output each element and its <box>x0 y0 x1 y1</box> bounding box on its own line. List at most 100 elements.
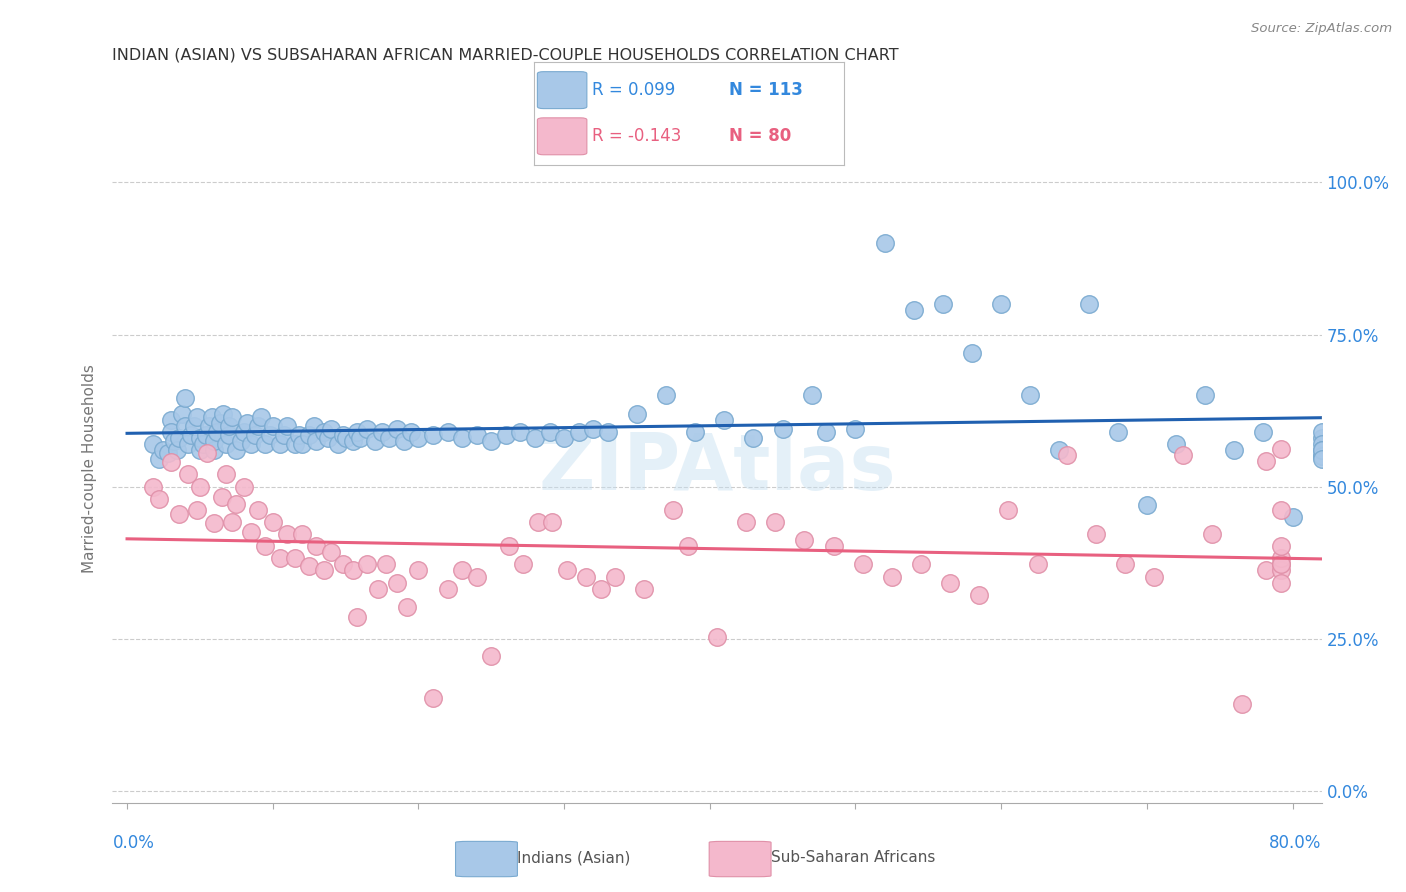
Point <box>880 569 903 583</box>
Point <box>232 425 254 439</box>
Point <box>626 407 648 421</box>
Point <box>1077 297 1099 311</box>
Point <box>873 236 896 251</box>
Point <box>589 582 612 596</box>
Point <box>527 515 550 529</box>
Point <box>1164 437 1187 451</box>
Point <box>232 479 254 493</box>
Point <box>1256 454 1278 468</box>
Point <box>395 599 418 614</box>
Point <box>305 539 328 553</box>
Text: 80.0%: 80.0% <box>1270 834 1322 852</box>
Point <box>1143 569 1166 583</box>
Point <box>172 407 194 421</box>
Point <box>169 507 191 521</box>
Point <box>465 428 488 442</box>
Point <box>422 428 444 442</box>
Point <box>218 418 240 433</box>
Point <box>512 558 534 572</box>
Point <box>302 418 325 433</box>
Point <box>262 418 284 433</box>
FancyBboxPatch shape <box>456 841 517 877</box>
Point <box>142 437 165 451</box>
Point <box>683 425 706 439</box>
Point <box>188 479 211 493</box>
Point <box>969 588 991 602</box>
Point <box>772 422 794 436</box>
Text: N = 80: N = 80 <box>730 128 792 145</box>
Point <box>1310 431 1333 445</box>
Point <box>229 434 252 448</box>
Point <box>159 412 181 426</box>
Point <box>269 437 291 451</box>
Point <box>498 539 520 553</box>
Text: R = 0.099: R = 0.099 <box>592 81 675 99</box>
Point <box>367 582 389 596</box>
Point <box>385 422 408 436</box>
Point <box>239 525 262 540</box>
Point <box>225 497 247 511</box>
Point <box>555 564 578 578</box>
Point <box>209 416 232 430</box>
Point <box>194 428 217 442</box>
Point <box>735 515 758 529</box>
Point <box>1270 558 1292 572</box>
Point <box>312 425 335 439</box>
Point <box>465 569 488 583</box>
Point <box>291 527 314 541</box>
Point <box>159 425 181 439</box>
Point <box>1253 425 1275 439</box>
Point <box>235 416 257 430</box>
Point <box>247 418 270 433</box>
Point <box>633 582 655 596</box>
Point <box>319 545 342 559</box>
Point <box>364 434 387 448</box>
Point <box>1310 443 1333 458</box>
Point <box>815 425 838 439</box>
Text: Source: ZipAtlas.com: Source: ZipAtlas.com <box>1251 22 1392 36</box>
Point <box>523 431 546 445</box>
Point <box>1026 558 1049 572</box>
Point <box>939 575 962 590</box>
Text: Indians (Asian): Indians (Asian) <box>517 850 631 865</box>
Point <box>346 425 368 439</box>
Point <box>166 443 188 458</box>
Point <box>221 515 243 529</box>
Point <box>183 418 205 433</box>
Point <box>371 425 394 439</box>
Point <box>186 409 208 424</box>
Point <box>284 437 307 451</box>
Point <box>422 691 444 706</box>
Point <box>218 428 240 442</box>
Text: Sub-Saharan Africans: Sub-Saharan Africans <box>770 850 935 865</box>
Point <box>195 446 218 460</box>
Point <box>276 418 298 433</box>
Point <box>291 437 314 451</box>
Point <box>332 428 354 442</box>
Point <box>1270 575 1292 590</box>
Point <box>204 434 226 448</box>
Point <box>1019 388 1042 402</box>
Point <box>180 428 202 442</box>
Point <box>451 564 474 578</box>
Point <box>706 631 728 645</box>
Point <box>1194 388 1216 402</box>
Point <box>254 539 277 553</box>
Point <box>177 467 200 482</box>
Point <box>1084 527 1107 541</box>
Point <box>204 516 226 530</box>
Y-axis label: Married-couple Households: Married-couple Households <box>82 364 97 573</box>
Point <box>385 575 408 590</box>
Point <box>436 582 458 596</box>
Point <box>495 428 517 442</box>
Point <box>509 425 531 439</box>
Point <box>159 455 181 469</box>
Point <box>174 418 197 433</box>
Point <box>1173 448 1195 462</box>
Text: ZIPAtlas: ZIPAtlas <box>538 430 896 507</box>
Point <box>1256 564 1278 578</box>
Point <box>319 422 342 436</box>
Point <box>800 388 823 402</box>
Point <box>408 564 430 578</box>
Point <box>1270 551 1292 566</box>
